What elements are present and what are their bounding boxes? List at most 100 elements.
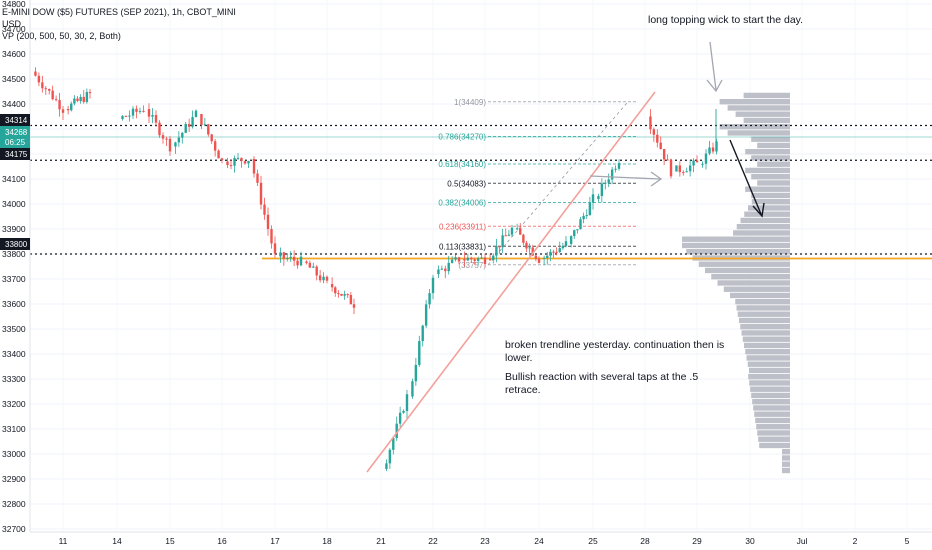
fib-level-label: 0.618(34160) [438, 160, 486, 169]
candle-body [315, 266, 318, 276]
candle-body [273, 243, 277, 254]
volume-profile-bar [744, 342, 790, 349]
x-tick-label: 24 [534, 536, 544, 546]
candle-body [659, 142, 662, 149]
candle-body [457, 257, 461, 262]
candle-body [576, 229, 579, 231]
volume-profile-bar [782, 461, 790, 467]
candle-body [437, 269, 440, 274]
volume-profile-bar [737, 311, 790, 317]
candle-body [708, 147, 711, 154]
y-tick-label: 34500 [2, 74, 26, 84]
candle-body [37, 75, 41, 83]
candle-body [131, 108, 135, 116]
candle-body [398, 412, 402, 424]
x-tick-label: 29 [692, 536, 702, 546]
volume-profile-bar [727, 130, 790, 136]
candle-body [349, 294, 353, 305]
candle-body [322, 276, 325, 281]
candle-body [488, 259, 492, 261]
candle-body [203, 124, 207, 126]
volume-profile-bar [727, 105, 790, 111]
y-tick-label: 33600 [2, 299, 26, 309]
candle-body [492, 255, 495, 261]
candle-body [414, 364, 418, 382]
tag-support: 33800 [5, 240, 28, 249]
candle-body [346, 294, 349, 296]
candle-body [388, 449, 392, 464]
trendline[interactable] [366, 91, 656, 473]
price-axis[interactable]: 32700 32800 32900 33000 33100 33200 33300 33400… [2, 0, 31, 534]
candle-body [558, 248, 561, 253]
volume-profile-bar [686, 249, 790, 255]
candle-body [652, 129, 656, 135]
candle-body [177, 137, 181, 143]
candle-body [252, 159, 256, 174]
candle-body [340, 293, 343, 296]
arrow-retrace-head [650, 171, 663, 187]
chart-header: E-MINI DOW ($5) FUTURES (SEP 2021), 1h, … [2, 6, 236, 42]
candle-body [88, 92, 92, 94]
fibonacci-retracement: 1(34409) 0.786(34270) 0.618(34160) 0.5(3408… [438, 98, 636, 270]
tag-upper: 34314 [5, 116, 28, 125]
volume-profile-bar [747, 361, 790, 367]
candle-body [385, 463, 388, 469]
volume-profile-bar [757, 161, 790, 167]
volume-profile-bar [711, 274, 790, 280]
candle-body [476, 258, 480, 261]
candle-body [61, 109, 65, 113]
arrow-wick [709, 41, 717, 91]
candle-body [504, 235, 507, 237]
volume-profile-bar [682, 242, 790, 249]
candle-body [604, 182, 607, 184]
candle-body [135, 108, 138, 112]
candle-body [73, 98, 76, 104]
x-tick-label: 21 [376, 536, 386, 546]
volume-profile-bar [756, 424, 790, 430]
y-tick-label: 32900 [2, 474, 26, 484]
candle-body [34, 71, 37, 76]
candle-body [70, 103, 73, 111]
x-tick-label: 23 [480, 536, 490, 546]
candle-body [431, 277, 435, 294]
currency-label: USD [2, 19, 22, 29]
candle-body [450, 259, 454, 263]
tag-mid-bg [0, 148, 30, 160]
indicator-legend[interactable]: VP (200, 500, 50, 30, 2, Both) [2, 31, 121, 41]
volume-profile-bar [751, 192, 790, 199]
candle-body [330, 284, 334, 288]
candle-body [688, 165, 692, 172]
candle-body [466, 257, 470, 261]
time-axis[interactable]: 11 14 15 16 17 18 21 22 23 24 25 28 29 30 Jul 2 5 [30, 531, 932, 546]
x-tick-label: 25 [588, 536, 598, 546]
candle-body [501, 235, 504, 248]
candle-body [656, 134, 659, 143]
candle-body [704, 153, 708, 164]
candle-body [312, 266, 315, 268]
candle-body [233, 158, 236, 166]
candle-body [191, 117, 194, 127]
candle-body [463, 259, 466, 261]
candle-body [440, 268, 444, 270]
candle-body [519, 228, 522, 235]
candle-body [495, 246, 498, 256]
candle-body [392, 438, 395, 450]
volume-profile-bar [751, 155, 790, 161]
candle-body [270, 229, 273, 244]
candle-body [243, 161, 247, 164]
x-tick-label: 28 [640, 536, 650, 546]
arrows [589, 41, 765, 218]
candle-body [213, 141, 217, 151]
candle-body [305, 261, 308, 263]
volume-profile-bar [746, 355, 790, 361]
candle-body [66, 109, 70, 111]
y-tick-label: 34600 [2, 49, 26, 59]
fib-level-label: 0.786(34270) [438, 133, 486, 142]
candle-body [165, 138, 168, 140]
volume-profile-bar [723, 286, 790, 292]
candle-body [58, 100, 61, 110]
candle-body [236, 157, 240, 159]
candle-body [444, 268, 447, 272]
